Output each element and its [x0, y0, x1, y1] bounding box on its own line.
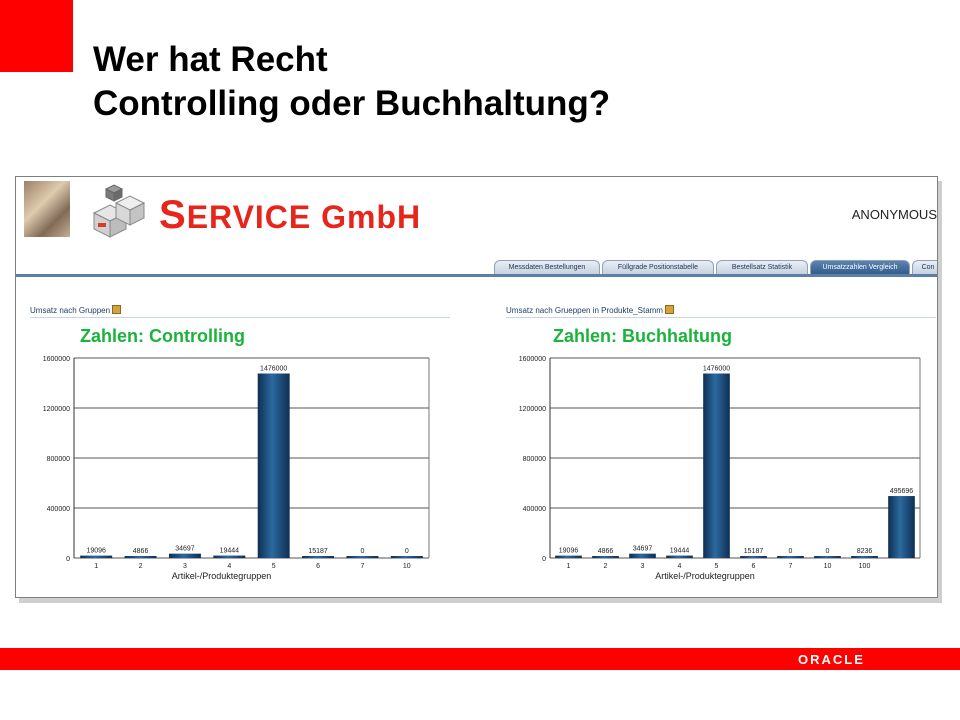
right-panel-title: Umsatz nach Grueppen in Produkte_Stamm	[506, 305, 674, 315]
x-tick-label: 4	[678, 563, 682, 570]
x-tick-label: 7	[789, 563, 793, 570]
left-caption: Zahlen: Controlling	[80, 326, 245, 346]
x-tick-label: 3	[183, 563, 187, 570]
bar	[888, 496, 915, 558]
x-tick-label: 5	[272, 563, 276, 570]
bar	[814, 556, 841, 558]
bar-value-label: 34697	[633, 546, 653, 553]
collapse-icon[interactable]	[112, 305, 122, 314]
y-tick-label: 1600000	[519, 356, 546, 363]
bar-value-label: 34697	[175, 546, 195, 553]
bar-value-label: 4866	[598, 548, 614, 555]
tab-con[interactable]: Con	[912, 260, 937, 275]
x-tick-label: 10	[403, 563, 411, 570]
header-divider	[16, 274, 937, 277]
tab-messdaten-bestellungen[interactable]: Messdaten Bestellungen	[494, 260, 600, 275]
y-tick-label: 400000	[47, 506, 70, 513]
y-tick-label: 800000	[523, 456, 546, 463]
right-caption: Zahlen: Buchhaltung	[553, 326, 732, 346]
brand-logo-text: SERVICE GmbH	[159, 193, 421, 238]
y-tick-label: 0	[542, 556, 546, 563]
bar-value-label: 19096	[559, 548, 579, 555]
slide-red-accent	[0, 0, 73, 72]
x-axis-label: Artikel-/Produktegruppen	[655, 571, 755, 581]
x-axis-label: Artikel-/Produktegruppen	[172, 571, 272, 581]
bar-value-label: 0	[405, 548, 409, 555]
bar-value-label: 0	[826, 548, 830, 555]
header-photo-icon	[24, 181, 70, 237]
x-tick-label: 4	[227, 563, 231, 570]
brand-initial: S	[159, 193, 187, 237]
bar	[703, 373, 730, 558]
x-tick-label: 2	[604, 563, 608, 570]
bar	[124, 556, 157, 558]
bar	[346, 556, 379, 558]
x-tick-label: 1	[567, 563, 571, 570]
bar-value-label: 4866	[133, 548, 149, 555]
bar	[777, 556, 804, 558]
collapse-icon[interactable]	[664, 305, 674, 314]
boxes-logo-icon	[92, 184, 146, 238]
y-tick-label: 400000	[523, 506, 546, 513]
right-chart: 0 400000 800000 1200000 1600000 19096 1 4866 2 34…	[502, 348, 922, 588]
left-panel-divider	[30, 317, 450, 318]
brand-rest: ERVICE GmbH	[186, 199, 422, 235]
bar	[666, 555, 693, 558]
footer-bar	[0, 648, 960, 670]
x-tick-label: 3	[641, 563, 645, 570]
bar-value-label: 1476000	[260, 366, 287, 373]
bar	[740, 556, 767, 558]
bar	[80, 555, 113, 558]
bar-value-label: 19444	[670, 548, 690, 555]
x-tick-label: 5	[715, 563, 719, 570]
bar	[390, 556, 423, 558]
tab-umsatzzahlen-vergleich[interactable]: Umsatzzahlen Vergleich	[810, 260, 910, 275]
bar	[168, 553, 201, 558]
x-tick-label: 10	[824, 563, 832, 570]
right-chart-svg: 0400000800000120000016000001909614866234…	[519, 356, 921, 581]
x-tick-label: 100	[859, 563, 871, 570]
y-tick-label: 1600000	[43, 356, 70, 363]
bar-value-label: 15187	[744, 548, 764, 555]
tab-bar: Messdaten Bestellungen Füllgrade Positio…	[16, 259, 937, 275]
left-panel-title: Umsatz nach Gruppen	[30, 305, 122, 315]
slide-title-line1: Wer hat Recht	[93, 40, 328, 79]
y-tick-label: 0	[66, 556, 70, 563]
slide-title-line2: Controlling oder Buchhaltung?	[93, 84, 611, 123]
bar	[302, 556, 335, 558]
bar	[629, 553, 656, 558]
bar-value-label: 0	[789, 548, 793, 555]
bar-value-label: 495696	[890, 488, 913, 495]
right-panel-divider	[506, 317, 936, 318]
x-tick-label: 1	[94, 563, 98, 570]
tab-fuellgrade-positionstabelle[interactable]: Füllgrade Positionstabelle	[602, 260, 714, 275]
x-tick-label: 7	[360, 563, 364, 570]
user-name: ANONYMOUS	[851, 207, 937, 222]
oracle-logo: ORACLE	[798, 652, 865, 667]
bar	[555, 555, 582, 558]
slide-title: Wer hat Recht Controlling oder Buchhaltu…	[93, 38, 610, 126]
bar	[851, 556, 878, 558]
bar	[592, 556, 619, 558]
bar-value-label: 19444	[220, 548, 240, 555]
bar-value-label: 0	[360, 548, 364, 555]
right-panel-title-text: Umsatz nach Grueppen in Produkte_Stamm	[506, 306, 663, 315]
left-panel-title-text: Umsatz nach Gruppen	[30, 306, 111, 315]
bar	[257, 373, 290, 558]
bar-value-label: 1476000	[703, 366, 730, 373]
bar-value-label: 8236	[857, 548, 873, 555]
x-tick-label: 6	[752, 563, 756, 570]
x-tick-label: 2	[139, 563, 143, 570]
app-screenshot: SERVICE GmbH ANONYMOUS Messdaten Bestell…	[15, 176, 938, 598]
left-chart: 0 400000 800000 1200000 1600000 19096 1 4866 2 34…	[26, 348, 446, 588]
y-tick-label: 800000	[47, 456, 70, 463]
y-tick-label: 1200000	[43, 406, 70, 413]
y-tick-label: 1200000	[519, 406, 546, 413]
bar-value-label: 19096	[86, 548, 106, 555]
bar	[213, 555, 246, 558]
tab-bestellsatz-statistik[interactable]: Bestellsatz Statistik	[716, 260, 808, 275]
bar-value-label: 15187	[308, 548, 328, 555]
x-tick-label: 6	[316, 563, 320, 570]
left-chart-svg: 0400000800000120000016000001909614866234…	[43, 356, 430, 581]
